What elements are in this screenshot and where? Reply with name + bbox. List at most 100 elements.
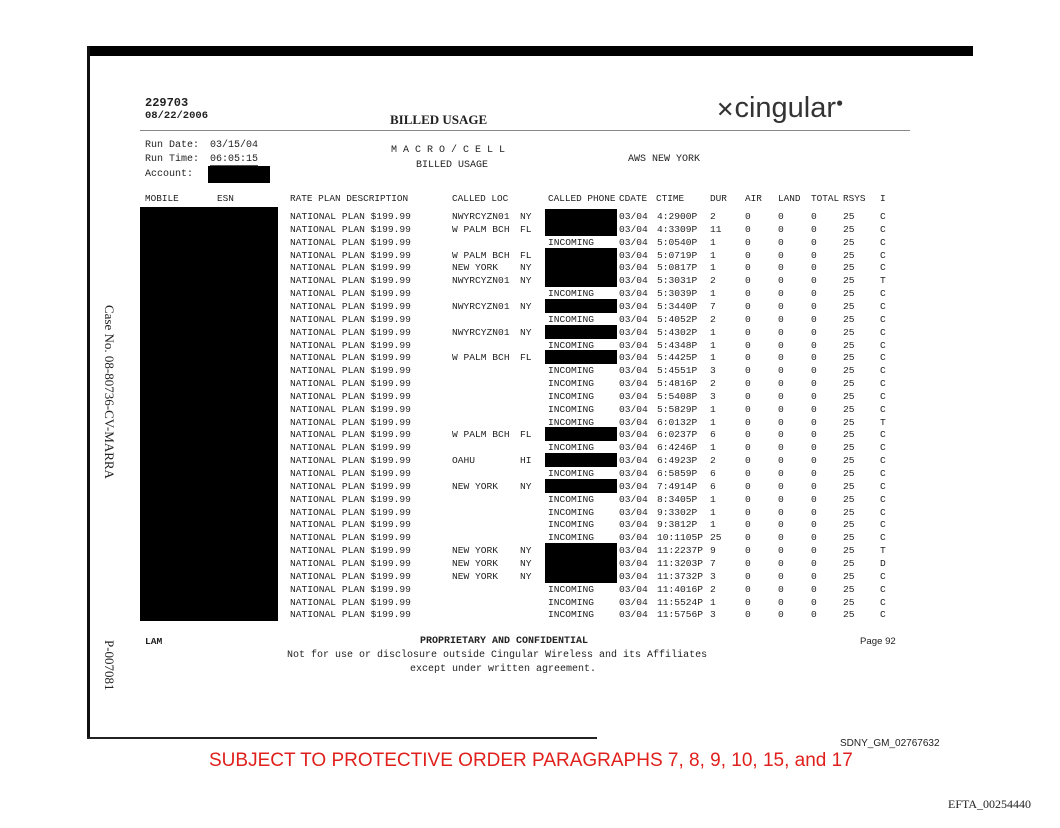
table-cell: 1 — [710, 403, 716, 415]
called-phone-redaction — [545, 273, 617, 288]
table-cell: 6 — [710, 468, 716, 479]
table-cell: 25 — [843, 211, 855, 222]
bottom-border — [87, 737, 597, 739]
table-cell: 0 — [778, 262, 784, 274]
table-cell: 2 — [710, 583, 716, 595]
table-cell: 0 — [778, 339, 784, 351]
table-cell: 11:5756P — [657, 609, 704, 621]
called-phone-redaction — [545, 568, 617, 583]
table-cell: 0 — [811, 416, 817, 428]
table-cell: 0 — [778, 300, 784, 312]
table-cell: 03/04 — [619, 416, 648, 428]
table-cell: C — [880, 442, 886, 454]
table-cell: 03/04 — [619, 352, 648, 364]
table-cell: 03/04 — [619, 313, 648, 325]
table-row: NATIONAL PLAN $199.99 INCOMING 03/04 5:5829… — [0, 404, 1060, 417]
table-cell: 2 — [710, 378, 716, 390]
table-cell: 0 — [745, 339, 751, 351]
table-cell: 0 — [811, 300, 817, 312]
table-row: NATIONAL PLAN $199.99 INCOMING 03/04 6:5859… — [0, 468, 1060, 481]
table-cell: INCOMING — [548, 532, 595, 544]
table-cell: 0 — [745, 583, 751, 595]
table-cell: INCOMING — [548, 390, 595, 402]
table-cell: 0 — [745, 480, 751, 492]
run-date: 03/15/04 — [210, 140, 259, 151]
table-cell: C — [880, 570, 886, 582]
efta-number: EFTA_00254440 — [948, 797, 1032, 811]
column-header: ESN — [217, 193, 234, 204]
table-cell: NATIONAL PLAN $199.99 — [290, 403, 411, 415]
table-cell: INCOMING — [548, 596, 595, 608]
left-border — [87, 46, 90, 739]
column-header: AIR — [745, 193, 762, 204]
table-cell: 03/04 — [619, 249, 648, 261]
table-cell: 6:0237P — [657, 429, 698, 441]
table-cell: W PALM BCH — [452, 223, 510, 235]
table-cell: 25 — [843, 506, 855, 518]
table-cell: 0 — [811, 326, 817, 338]
cingular-logo: ✕cingular● — [716, 92, 844, 124]
table-cell: 0 — [745, 545, 751, 557]
table-cell: NATIONAL PLAN $199.99 — [290, 532, 411, 544]
table-cell: INCOMING — [548, 236, 595, 248]
called-phone-redaction — [545, 260, 617, 275]
table-cell: 0 — [745, 249, 751, 261]
table-cell: 0 — [778, 223, 784, 235]
table-cell: C — [880, 249, 886, 261]
table-cell: 5:0540P — [657, 236, 698, 248]
table-cell: NATIONAL PLAN $199.99 — [290, 455, 411, 467]
table-cell: 0 — [811, 557, 817, 569]
column-header: DUR — [710, 193, 727, 204]
table-cell: 1 — [710, 249, 716, 261]
table-cell: 0 — [811, 506, 817, 518]
bates-number: SDNY_GM_02767632 — [840, 738, 940, 749]
table-cell: INCOMING — [548, 313, 595, 325]
table-cell: NATIONAL PLAN $199.99 — [290, 390, 411, 402]
table-cell: 0 — [811, 223, 817, 235]
table-cell: NATIONAL PLAN $199.99 — [290, 480, 411, 492]
table-cell: 5:3031P — [657, 275, 698, 287]
table-cell: 0 — [745, 365, 751, 377]
table-cell: 5:4302P — [657, 326, 698, 338]
column-header: CTIME — [656, 193, 685, 204]
table-cell: NATIONAL PLAN $199.99 — [290, 223, 411, 235]
table-cell: 0 — [745, 455, 751, 467]
table-cell: 7:4914P — [657, 480, 698, 492]
table-cell: 0 — [778, 442, 784, 454]
table-cell: 25 — [843, 455, 855, 467]
called-phone-redaction — [545, 427, 617, 442]
table-cell: 0 — [778, 609, 784, 621]
table-cell: 6:4246P — [657, 442, 698, 454]
table-cell: 03/04 — [619, 403, 648, 415]
called-phone-redaction — [545, 298, 617, 313]
table-cell: 0 — [745, 403, 751, 415]
table-cell: NATIONAL PLAN $199.99 — [290, 596, 411, 608]
table-cell: C — [880, 429, 886, 441]
table-cell: 0 — [778, 236, 784, 248]
table-cell: 03/04 — [619, 480, 648, 492]
table-row: NATIONAL PLAN $199.99 INCOMING 03/04 5:0540… — [0, 237, 1060, 250]
table-cell: 0 — [811, 596, 817, 608]
table-cell: 03/04 — [619, 300, 648, 312]
table-cell: FL — [520, 352, 532, 364]
called-phone-redaction — [545, 324, 617, 339]
header-rule — [140, 130, 910, 131]
table-cell: C — [880, 468, 886, 479]
table-cell: 03/04 — [619, 365, 648, 377]
table-cell: NATIONAL PLAN $199.99 — [290, 429, 411, 441]
table-cell: 1 — [710, 236, 716, 248]
table-row: NATIONAL PLAN $199.99 INCOMING 03/04 5:4816… — [0, 378, 1060, 391]
table-cell: NY — [520, 480, 532, 492]
table-row: NATIONAL PLAN $199.99 NWYRCYZN01 NY 03/04 5:… — [0, 298, 1060, 314]
table-cell: 0 — [811, 570, 817, 582]
footer-notice-2: except under written agreement. — [410, 664, 597, 675]
column-header: CDATE — [619, 193, 648, 204]
table-cell: NATIONAL PLAN $199.99 — [290, 493, 411, 505]
table-cell: 0 — [811, 429, 817, 441]
table-row: NATIONAL PLAN $199.99 NWYRCYZN01 NY 03/04 5:… — [0, 324, 1060, 340]
table-cell: HI — [520, 455, 532, 467]
table-cell: C — [880, 519, 886, 531]
table-cell: C — [880, 236, 886, 248]
table-cell: 25 — [843, 262, 855, 274]
table-cell: INCOMING — [548, 493, 595, 505]
